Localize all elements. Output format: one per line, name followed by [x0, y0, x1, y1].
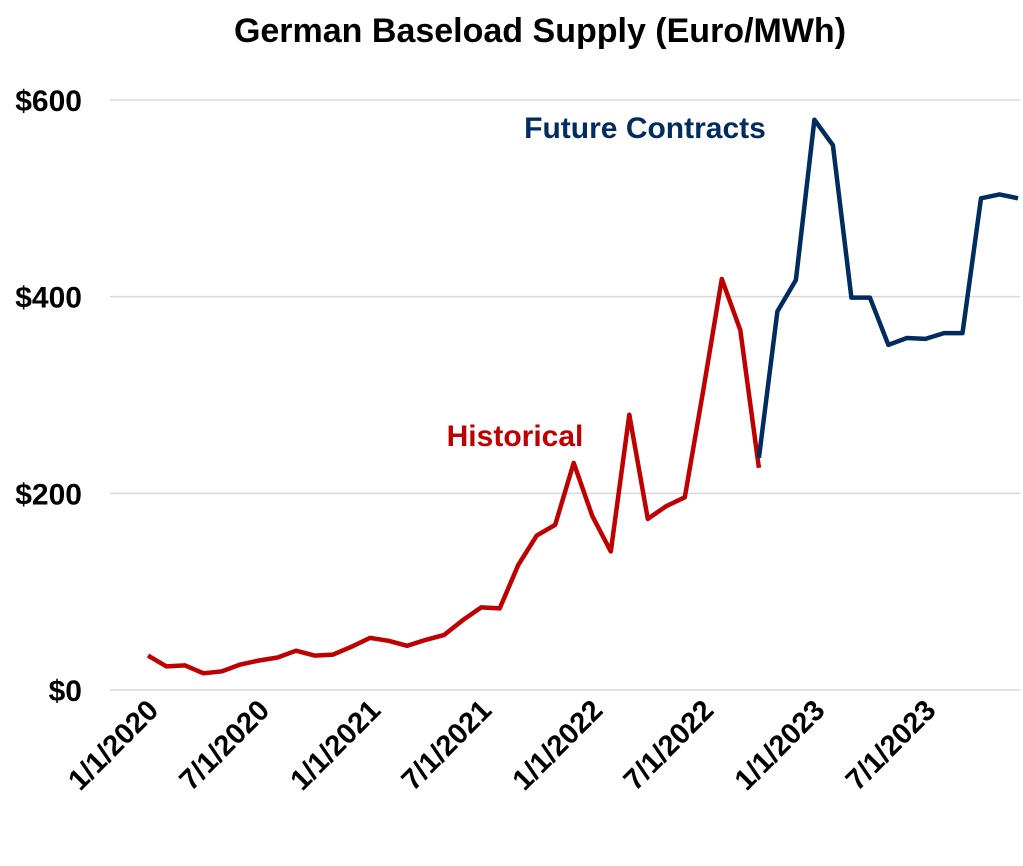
- y-tick-label: $400: [15, 282, 82, 315]
- x-tick-label: 7/1/2021: [396, 694, 498, 796]
- x-tick-label: 1/1/2023: [729, 694, 831, 796]
- x-tick-label: 7/1/2023: [840, 694, 942, 796]
- x-tick-label: 7/1/2022: [618, 694, 720, 796]
- x-tick-label: 1/1/2021: [285, 694, 387, 796]
- y-tick-label: $200: [15, 478, 82, 511]
- x-tick-label: 7/1/2020: [174, 694, 276, 796]
- y-tick-label: $600: [15, 85, 82, 118]
- y-tick-label: $0: [49, 675, 82, 708]
- chart-title: German Baseload Supply (Euro/MWh): [234, 12, 846, 50]
- series-label: Future Contracts: [524, 112, 766, 145]
- line-series: [146, 276, 762, 676]
- x-tick-label: 1/1/2022: [507, 694, 609, 796]
- x-tick-label: 1/1/2020: [62, 694, 164, 796]
- line-series: [756, 117, 1019, 459]
- series-label: Historical: [447, 420, 584, 453]
